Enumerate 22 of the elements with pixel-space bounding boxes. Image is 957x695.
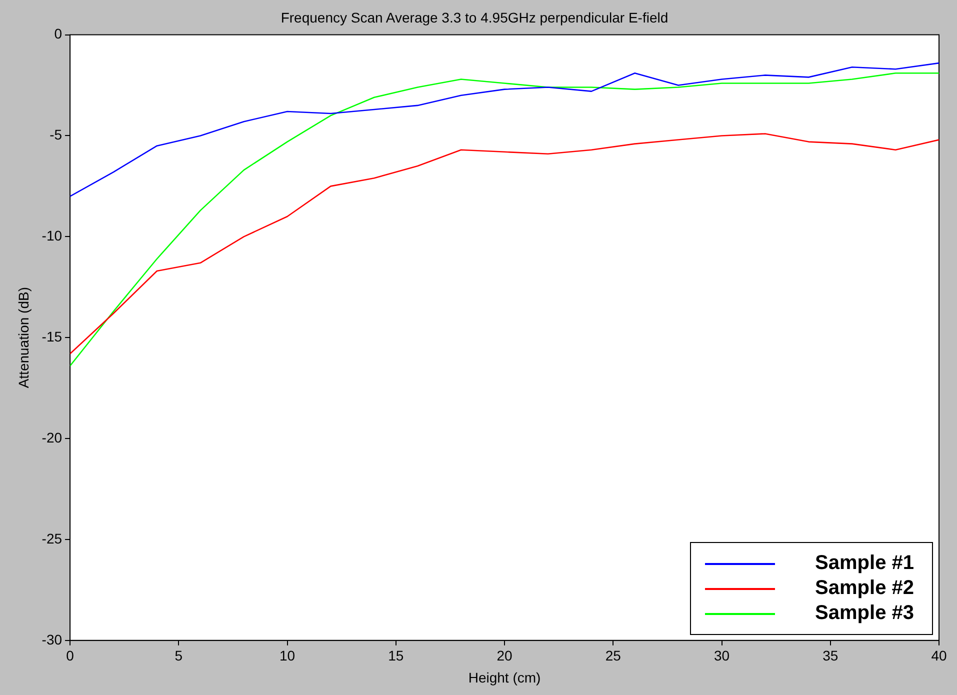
chart-title: Frequency Scan Average 3.3 to 4.95GHz perpendicular E-field (280, 9, 668, 26)
y-axis-title: Attenuation (dB) (15, 287, 32, 388)
x-tick-label: 40 (931, 648, 947, 664)
x-tick-label: 0 (66, 648, 74, 664)
legend-label: Sample #1 (815, 552, 914, 575)
x-tick-label: 10 (279, 648, 296, 664)
x-tick-label: 20 (496, 648, 513, 664)
legend-label: Sample #3 (815, 602, 914, 625)
x-tick-label: 15 (388, 648, 404, 664)
x-axis-title: Height (cm) (468, 669, 541, 686)
y-tick-label: 0 (54, 26, 62, 42)
x-tick-label: 25 (605, 648, 622, 664)
y-tick-label: -15 (42, 328, 62, 344)
y-tick-label: -30 (42, 631, 62, 648)
y-tick-label: -25 (42, 530, 62, 546)
y-tick-label: -20 (42, 429, 62, 446)
legend-label: Sample #2 (815, 577, 914, 600)
x-tick-label: 30 (714, 648, 730, 664)
y-tick-label: -5 (50, 126, 62, 143)
x-tick-label: 5 (174, 648, 183, 664)
x-tick-label: 35 (822, 648, 838, 664)
y-tick-label: -10 (42, 228, 62, 244)
